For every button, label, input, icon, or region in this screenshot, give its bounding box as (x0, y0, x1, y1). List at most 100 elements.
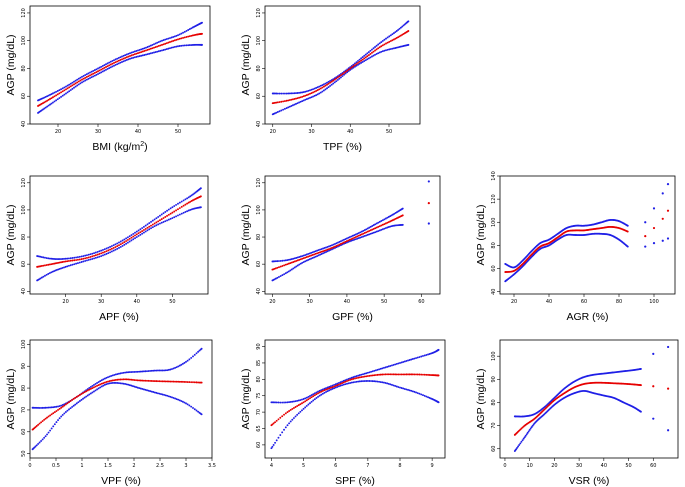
curve-point (116, 63, 119, 66)
curve-point (361, 58, 364, 61)
curve-point (298, 263, 301, 266)
curve-point (89, 255, 92, 258)
curve-point (188, 35, 191, 38)
curve-point (152, 380, 155, 382)
curve-point (114, 378, 117, 381)
curve-point (139, 387, 142, 390)
curve-point (114, 248, 117, 251)
curve-point (164, 42, 167, 45)
x-axis-label: AGR (%) (567, 311, 609, 323)
curve-point (288, 99, 291, 102)
curve-point (57, 419, 59, 422)
lower-ci-curve (504, 232, 629, 283)
curve-point (159, 44, 162, 47)
curve-point (392, 38, 395, 41)
curve-point (279, 265, 282, 268)
curve-point (172, 36, 175, 38)
curve-point (127, 58, 130, 61)
curve-point (174, 380, 177, 383)
curve-point (87, 72, 90, 75)
curve-point (138, 55, 141, 58)
curve-point (386, 221, 389, 224)
curve-point (126, 241, 129, 244)
curve-point (371, 225, 374, 227)
curve-point (43, 107, 46, 110)
curve-point (53, 411, 56, 414)
curve-point (397, 362, 400, 365)
curve-point (63, 86, 66, 89)
curve-point (146, 48, 149, 51)
curve-point (332, 79, 335, 82)
curve-point (46, 105, 49, 108)
x-tick-label: 30 (306, 299, 312, 305)
curve-point (68, 86, 71, 89)
curve-point (324, 82, 327, 85)
curve-point (102, 251, 104, 254)
curve-point (325, 251, 328, 253)
curve-point (135, 233, 138, 236)
curve-point (405, 388, 408, 391)
curve-point (53, 95, 56, 98)
curve-point (50, 263, 53, 266)
curve-point (327, 80, 330, 83)
y-axis-label: AGP (mg/dL) (5, 368, 17, 429)
curve-point (305, 259, 308, 262)
tail-fit-point (652, 385, 655, 388)
curve-point (290, 268, 293, 271)
curve-point (111, 65, 114, 68)
curve-point (319, 248, 322, 251)
curve-point (302, 407, 305, 410)
y-tick-label: 40 (256, 121, 262, 127)
curve-point (346, 378, 348, 381)
y-tick-label: 85 (256, 360, 262, 366)
x-tick-label: 30 (98, 299, 104, 305)
curve-point (326, 81, 328, 84)
curve-point (123, 241, 126, 244)
curve-point (50, 413, 53, 416)
curve-point (329, 81, 332, 84)
curve-point (156, 392, 159, 395)
curve-point (162, 49, 165, 51)
curve-point (86, 389, 89, 392)
curve-point (284, 259, 287, 262)
curve-point (146, 229, 149, 232)
curve-point (124, 54, 127, 57)
curve-point (337, 385, 340, 388)
curve-point (175, 34, 178, 37)
curve-point (93, 390, 95, 393)
curve-point (88, 393, 91, 396)
curve-point (183, 44, 186, 47)
curve-point (143, 54, 146, 56)
curve-point (313, 253, 316, 256)
curve-point (382, 366, 385, 369)
curve-point (523, 436, 526, 439)
tail-fit-point (652, 226, 656, 230)
curve-point (297, 399, 300, 402)
curve-point (307, 253, 310, 255)
curve-point (42, 264, 45, 267)
curve-point (398, 27, 401, 30)
curve-point (413, 373, 416, 376)
curve-point (37, 423, 40, 426)
curve-point (91, 255, 94, 258)
curve-point (97, 67, 99, 70)
outlier-lower-point (427, 222, 430, 225)
curve-point (180, 363, 183, 366)
curve-point (520, 440, 523, 443)
curve-point (316, 249, 319, 252)
curve-point (410, 373, 413, 376)
curve-point (323, 251, 326, 254)
curve-point (67, 259, 70, 262)
curve-point (302, 254, 305, 257)
curve-point (142, 388, 145, 391)
y-tick-label: 70 (491, 422, 497, 428)
curve-point (107, 380, 109, 383)
curve-point (117, 59, 120, 62)
curve-point (416, 356, 419, 359)
curve-point (273, 101, 276, 104)
curve-point (91, 387, 94, 390)
curve-point (295, 265, 298, 268)
curve-point (309, 397, 311, 400)
curve-point (190, 194, 193, 197)
curve-point (295, 92, 297, 95)
